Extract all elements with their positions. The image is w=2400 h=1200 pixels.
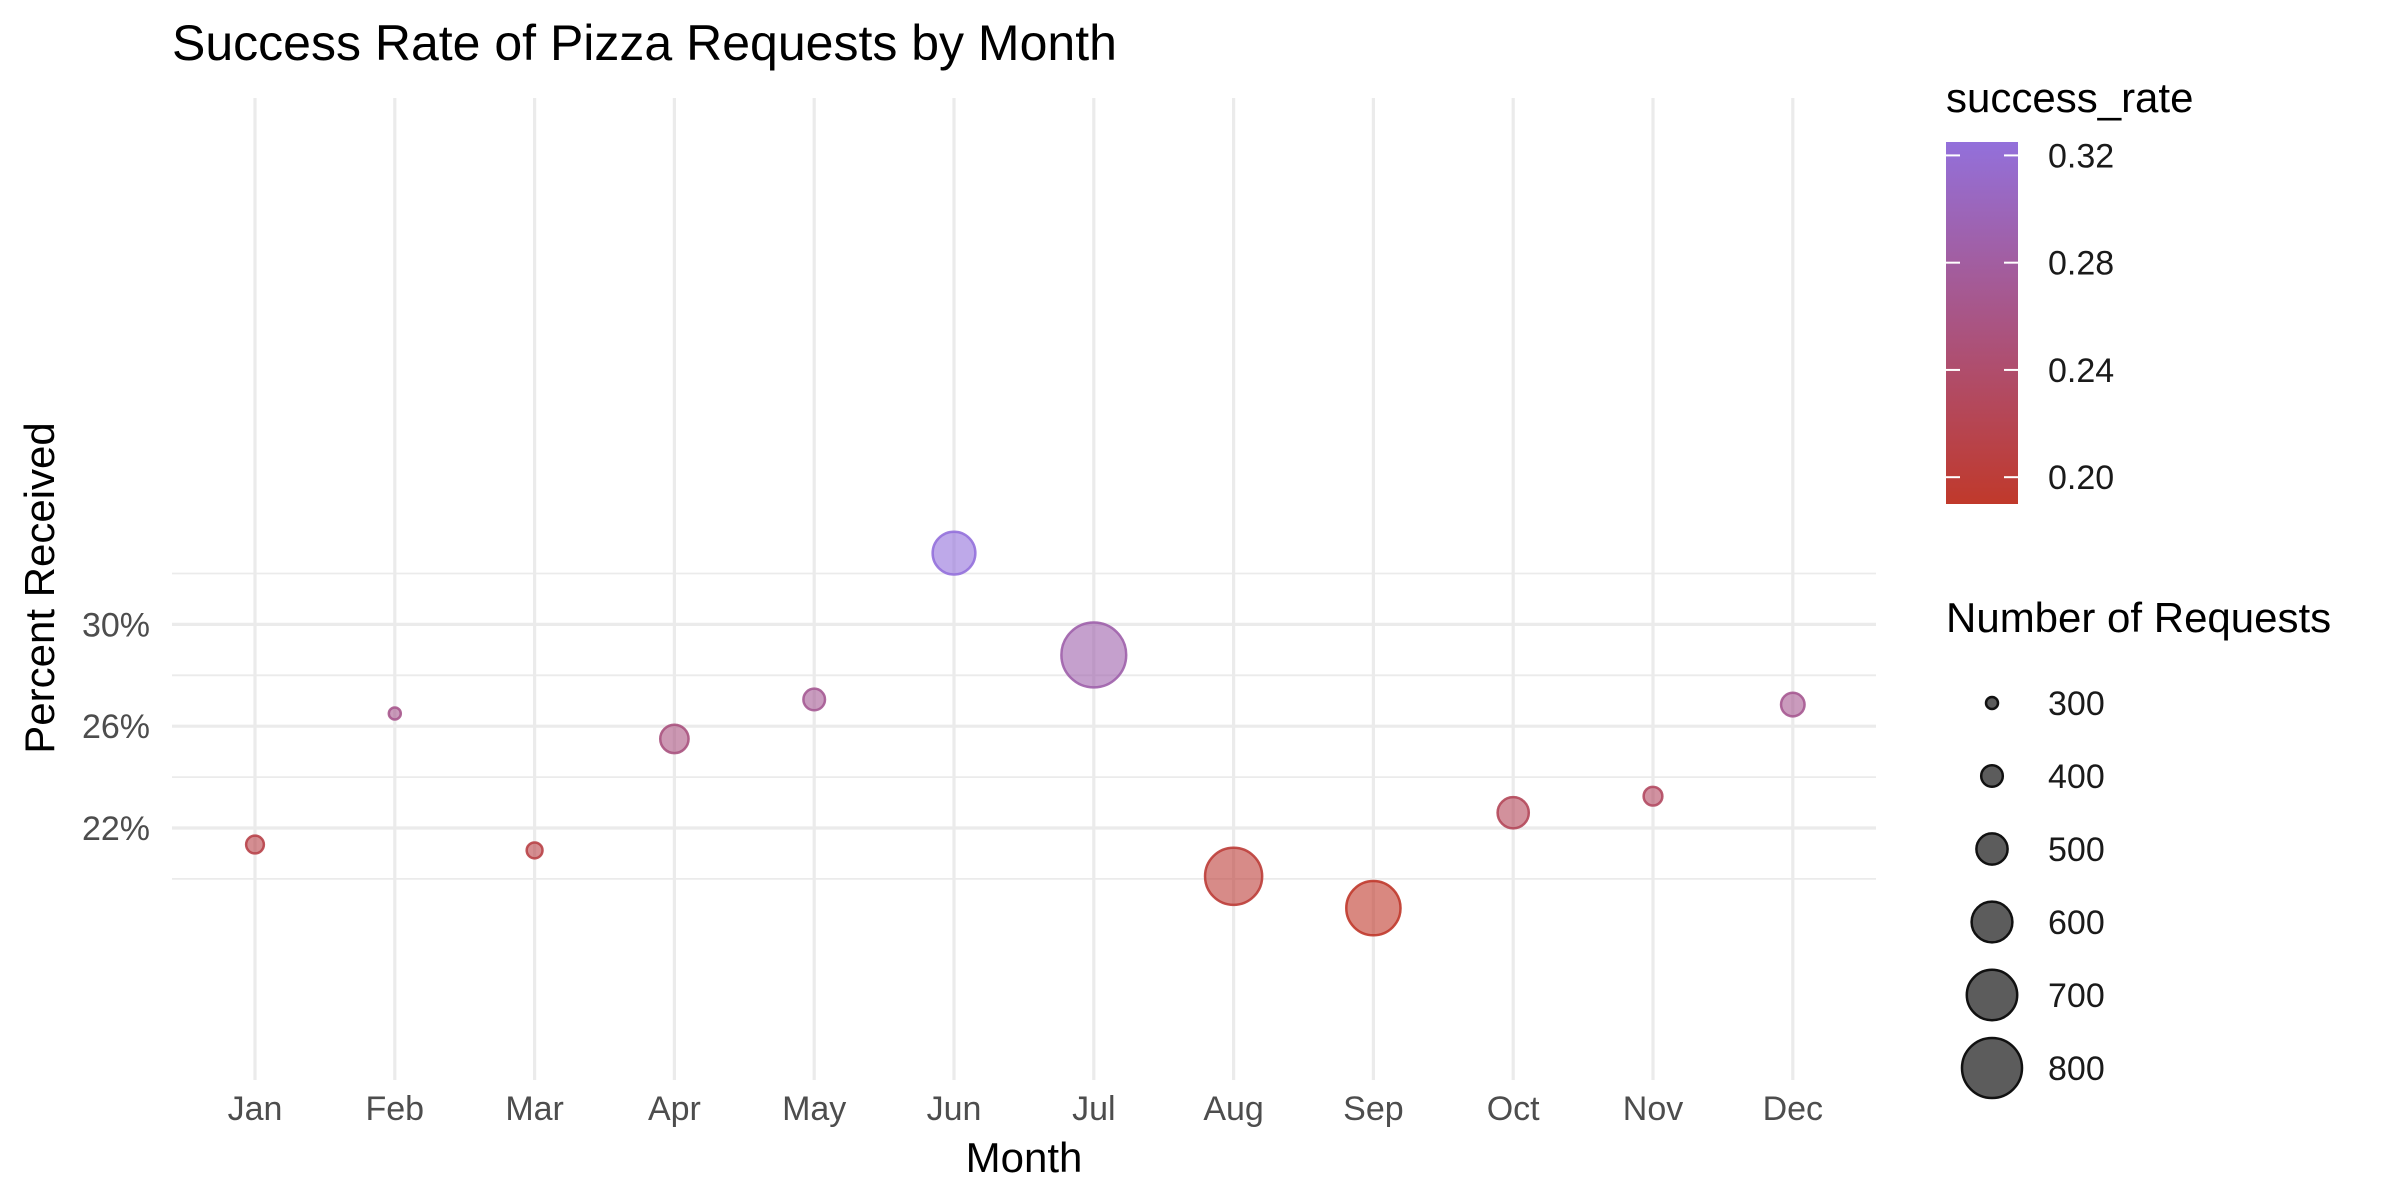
size-legend: Number of Requests 300 400 500 600 700 800 (1946, 594, 2331, 1100)
color-legend-label: 0.28 (2048, 245, 2114, 283)
grid (172, 98, 1876, 1080)
color-legend: success_rate 0.32 0.28 0.24 0.20 (1946, 74, 2193, 504)
x-tick-label: Sep (1343, 1090, 1404, 1128)
y-tick-label: 22% (82, 810, 150, 848)
size-legend-label: 400 (2048, 758, 2105, 796)
size-legend-label: 800 (2048, 1050, 2105, 1088)
y-axis-title: Percent Received (16, 422, 63, 754)
x-axis-title: Month (966, 1134, 1083, 1181)
size-legend-label: 500 (2048, 831, 2105, 869)
chart-title: Success Rate of Pizza Requests by Month (172, 15, 1117, 71)
size-legend-key (1979, 763, 2005, 789)
x-tick-label: Oct (1487, 1090, 1540, 1128)
color-legend-label: 0.24 (2048, 352, 2114, 390)
size-legend-key (1960, 1036, 2024, 1100)
color-bar (1946, 142, 2018, 504)
y-axis-ticks: 22% 26% 30% (82, 606, 150, 848)
size-legend-title: Number of Requests (1946, 594, 2331, 641)
size-legend-key (1984, 695, 2000, 711)
size-legend-label: 600 (2048, 904, 2105, 942)
x-tick-label: Feb (366, 1090, 425, 1128)
size-legend-label: 300 (2048, 685, 2105, 723)
data-point-jul (1060, 621, 1128, 689)
y-tick-label: 30% (82, 606, 150, 644)
x-tick-label: Aug (1203, 1090, 1264, 1128)
data-point-sep (1345, 879, 1402, 937)
x-tick-label: Jul (1072, 1090, 1115, 1128)
size-legend-label: 700 (2048, 977, 2105, 1015)
x-tick-label: May (782, 1090, 846, 1128)
data-point-apr (658, 723, 690, 755)
x-tick-label: Dec (1763, 1090, 1823, 1128)
color-legend-label: 0.32 (2048, 137, 2114, 175)
data-point-aug (1203, 846, 1264, 907)
size-legend-key (1970, 900, 2014, 944)
color-legend-label: 0.20 (2048, 459, 2114, 497)
data-point-oct (1496, 795, 1531, 830)
x-tick-label: Jan (228, 1090, 283, 1128)
data-points (244, 530, 1806, 937)
data-point-jun (931, 530, 977, 576)
color-legend-title: success_rate (1946, 74, 2193, 121)
size-legend-key (1965, 968, 2019, 1022)
x-tick-label: Apr (648, 1090, 701, 1128)
data-point-mar (525, 841, 544, 860)
data-point-jan (244, 834, 266, 855)
data-point-may (802, 687, 827, 712)
data-point-nov (1642, 785, 1664, 807)
x-tick-label: Nov (1623, 1090, 1683, 1128)
data-point-feb (387, 706, 403, 721)
x-axis-ticks: Jan Feb Mar Apr May Jun Jul Aug Sep Oct Nov Dec (228, 1090, 1823, 1128)
x-tick-label: Mar (505, 1090, 564, 1128)
y-tick-label: 26% (82, 708, 150, 746)
x-tick-label: Jun (927, 1090, 982, 1128)
size-legend-key (1975, 832, 2009, 866)
data-point-dec (1779, 691, 1806, 718)
